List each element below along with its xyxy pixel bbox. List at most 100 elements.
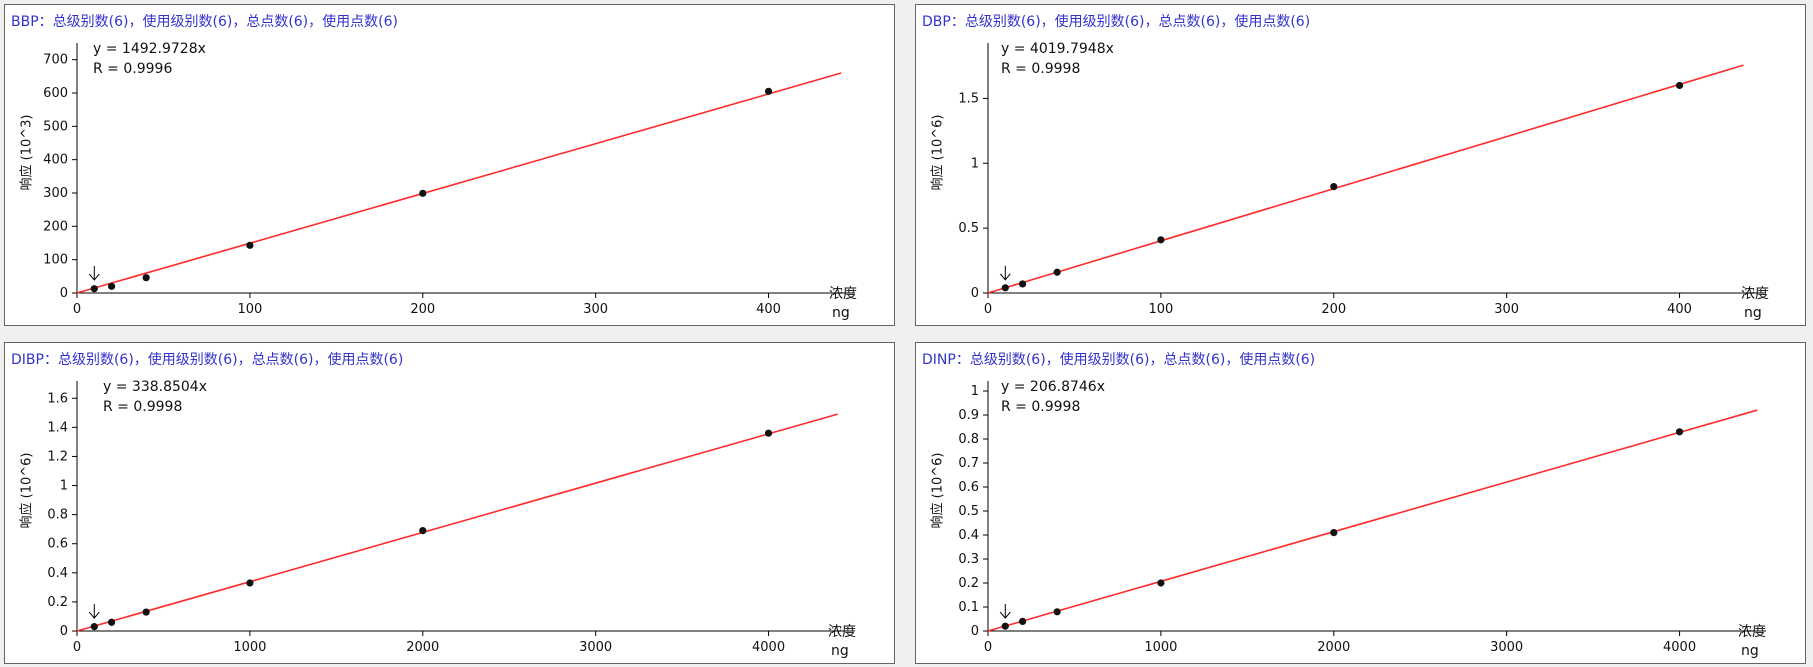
x-axis-label: 浓度 xyxy=(1741,286,1769,302)
y-axis-label: 响应 (10^3) xyxy=(19,114,35,191)
r-value-text: R = 0.9998 xyxy=(1001,61,1081,77)
x-tick-label: 200 xyxy=(410,302,435,317)
data-point xyxy=(246,241,254,249)
y-axis-label: 响应 (10^6) xyxy=(19,452,35,529)
calibration-plot-bbp: 0 100 200 300 400 500 600 700 0 100 200 300 400 xyxy=(43,43,855,317)
x-tick-label: 100 xyxy=(237,302,262,317)
data-point xyxy=(764,429,773,437)
panel-title: DBP：总级别数(6)，使用级别数(6)，总点数(6)，使用点数(6) xyxy=(922,14,1311,30)
x-tick-label: 400 xyxy=(1667,302,1692,317)
y-tick-label: 1 xyxy=(971,384,979,399)
x-axis-unit: ng xyxy=(831,643,849,659)
data-point xyxy=(764,87,773,95)
fit-line xyxy=(987,64,1744,294)
y-tick-label: 600 xyxy=(43,86,68,101)
x-axis-unit: ng xyxy=(1741,643,1759,659)
y-tick-label: 1.2 xyxy=(47,449,68,464)
x-tick-label: 200 xyxy=(1321,302,1346,317)
data-point xyxy=(1675,428,1684,436)
x-axis-label: 浓度 xyxy=(1738,624,1766,640)
calibration-panel-dibp: 0 0.2 0.4 0.6 0.8 1 1.2 1.4 1.6 0 1000 2000 3000 4000… xyxy=(4,342,895,664)
y-tick-label: 0.2 xyxy=(958,576,979,591)
data-point xyxy=(1053,608,1061,616)
y-tick-label: 0.1 xyxy=(958,600,979,615)
x-tick-label: 0 xyxy=(73,640,81,655)
x-tick-label: 2000 xyxy=(406,640,439,655)
data-point xyxy=(1001,622,1009,630)
calibration-plot-dinp: 0 0.1 0.2 0.3 0.4 0.5 0.6 0.7 0.8 0.9 1 0 1000 2000 30… xyxy=(958,381,1766,655)
data-point xyxy=(107,618,116,626)
y-tick-label: 1 xyxy=(60,479,68,494)
calibration-plot-dibp: 0 0.2 0.4 0.6 0.8 1 1.2 1.4 1.6 0 1000 2000 3000 4000 xyxy=(47,381,855,655)
y-tick-label: 0.8 xyxy=(47,508,68,523)
equation-box: y = 1492.9728x R = 0.9996 xyxy=(93,39,206,79)
calibration-panel-dbp: 0 0.5 1 1.5 0 100 200 300 400 DBP：总级别数(6)，使用级别数(… xyxy=(915,4,1806,326)
x-tick-label: 1000 xyxy=(1144,640,1177,655)
y-tick-label: 100 xyxy=(43,253,68,268)
equation-box: y = 338.8504x R = 0.9998 xyxy=(103,377,207,417)
x-tick-label: 0 xyxy=(73,302,81,317)
equation-text: y = 206.8746x xyxy=(1001,379,1106,395)
fit-line xyxy=(76,72,842,294)
panel-title: DINP：总级别数(6)，使用级别数(6)，总点数(6)，使用点数(6) xyxy=(922,352,1316,368)
equation-text: y = 338.8504x xyxy=(103,379,208,395)
data-point xyxy=(90,623,98,631)
equation-box: y = 206.8746x R = 0.9998 xyxy=(1001,377,1105,417)
x-axis-label: 浓度 xyxy=(829,286,857,302)
fit-line xyxy=(987,409,1758,632)
x-tick-label: 4000 xyxy=(1663,640,1696,655)
y-tick-label: 1.4 xyxy=(47,420,68,435)
x-tick-label: 0 xyxy=(984,640,992,655)
y-tick-label: 1.6 xyxy=(47,391,68,406)
y-tick-label: 0.5 xyxy=(958,504,979,519)
data-point xyxy=(246,579,254,587)
y-tick-label: 500 xyxy=(43,119,68,134)
lowest-level-arrow-icon xyxy=(999,265,1011,281)
r-value-text: R = 0.9996 xyxy=(93,61,173,77)
equation-box: y = 4019.7948x R = 0.9998 xyxy=(1001,39,1114,79)
calibration-plot-dbp: 0 0.5 1 1.5 0 100 200 300 400 xyxy=(958,43,1766,317)
y-tick-label: 0 xyxy=(60,624,68,639)
y-axis-label: 响应 (10^6) xyxy=(930,452,946,529)
data-point xyxy=(1018,280,1027,288)
data-point xyxy=(1675,81,1684,90)
calibration-panel-dinp: 0 0.1 0.2 0.3 0.4 0.5 0.6 0.7 0.8 0.9 1 0 1000 2000 30… xyxy=(915,342,1806,664)
y-tick-label: 300 xyxy=(43,186,68,201)
panel-title: BBP：总级别数(6)，使用级别数(6)，总点数(6)，使用点数(6) xyxy=(11,14,398,30)
y-tick-label: 0.2 xyxy=(47,595,68,610)
x-tick-label: 0 xyxy=(984,302,992,317)
equation-text: y = 4019.7948x xyxy=(1001,41,1114,57)
r-value-text: R = 0.9998 xyxy=(1001,399,1081,415)
x-tick-label: 3000 xyxy=(1490,640,1523,655)
equation-text: y = 1492.9728x xyxy=(93,41,206,57)
data-point xyxy=(1018,617,1027,625)
y-tick-label: 0 xyxy=(60,286,68,301)
x-axis-unit: ng xyxy=(832,305,850,321)
data-point xyxy=(107,282,116,290)
x-tick-label: 300 xyxy=(1494,302,1519,317)
y-tick-label: 0.5 xyxy=(958,221,979,236)
y-tick-label: 0.4 xyxy=(47,566,68,581)
data-point xyxy=(1157,579,1165,587)
y-tick-label: 1 xyxy=(971,156,979,171)
x-tick-label: 4000 xyxy=(752,640,785,655)
x-axis-unit: ng xyxy=(1744,305,1762,321)
data-point xyxy=(142,608,150,616)
x-tick-label: 2000 xyxy=(1317,640,1350,655)
x-tick-label: 100 xyxy=(1148,302,1173,317)
x-tick-label: 3000 xyxy=(579,640,612,655)
x-tick-label: 300 xyxy=(583,302,608,317)
y-tick-label: 0 xyxy=(971,286,979,301)
y-tick-label: 0 xyxy=(971,624,979,639)
lowest-level-arrow-icon xyxy=(88,604,100,619)
data-point xyxy=(1001,284,1009,292)
y-tick-label: 0.9 xyxy=(958,408,979,423)
data-point xyxy=(142,274,150,282)
y-tick-label: 0.4 xyxy=(958,528,979,543)
fit-line xyxy=(76,413,838,632)
data-point xyxy=(90,285,98,293)
data-point xyxy=(1157,236,1165,244)
calibration-panel-bbp: 0 100 200 300 400 500 600 700 0 100 200 300 400 BBP：… xyxy=(4,4,895,326)
y-tick-label: 0.7 xyxy=(958,456,979,471)
data-point xyxy=(1330,183,1338,191)
